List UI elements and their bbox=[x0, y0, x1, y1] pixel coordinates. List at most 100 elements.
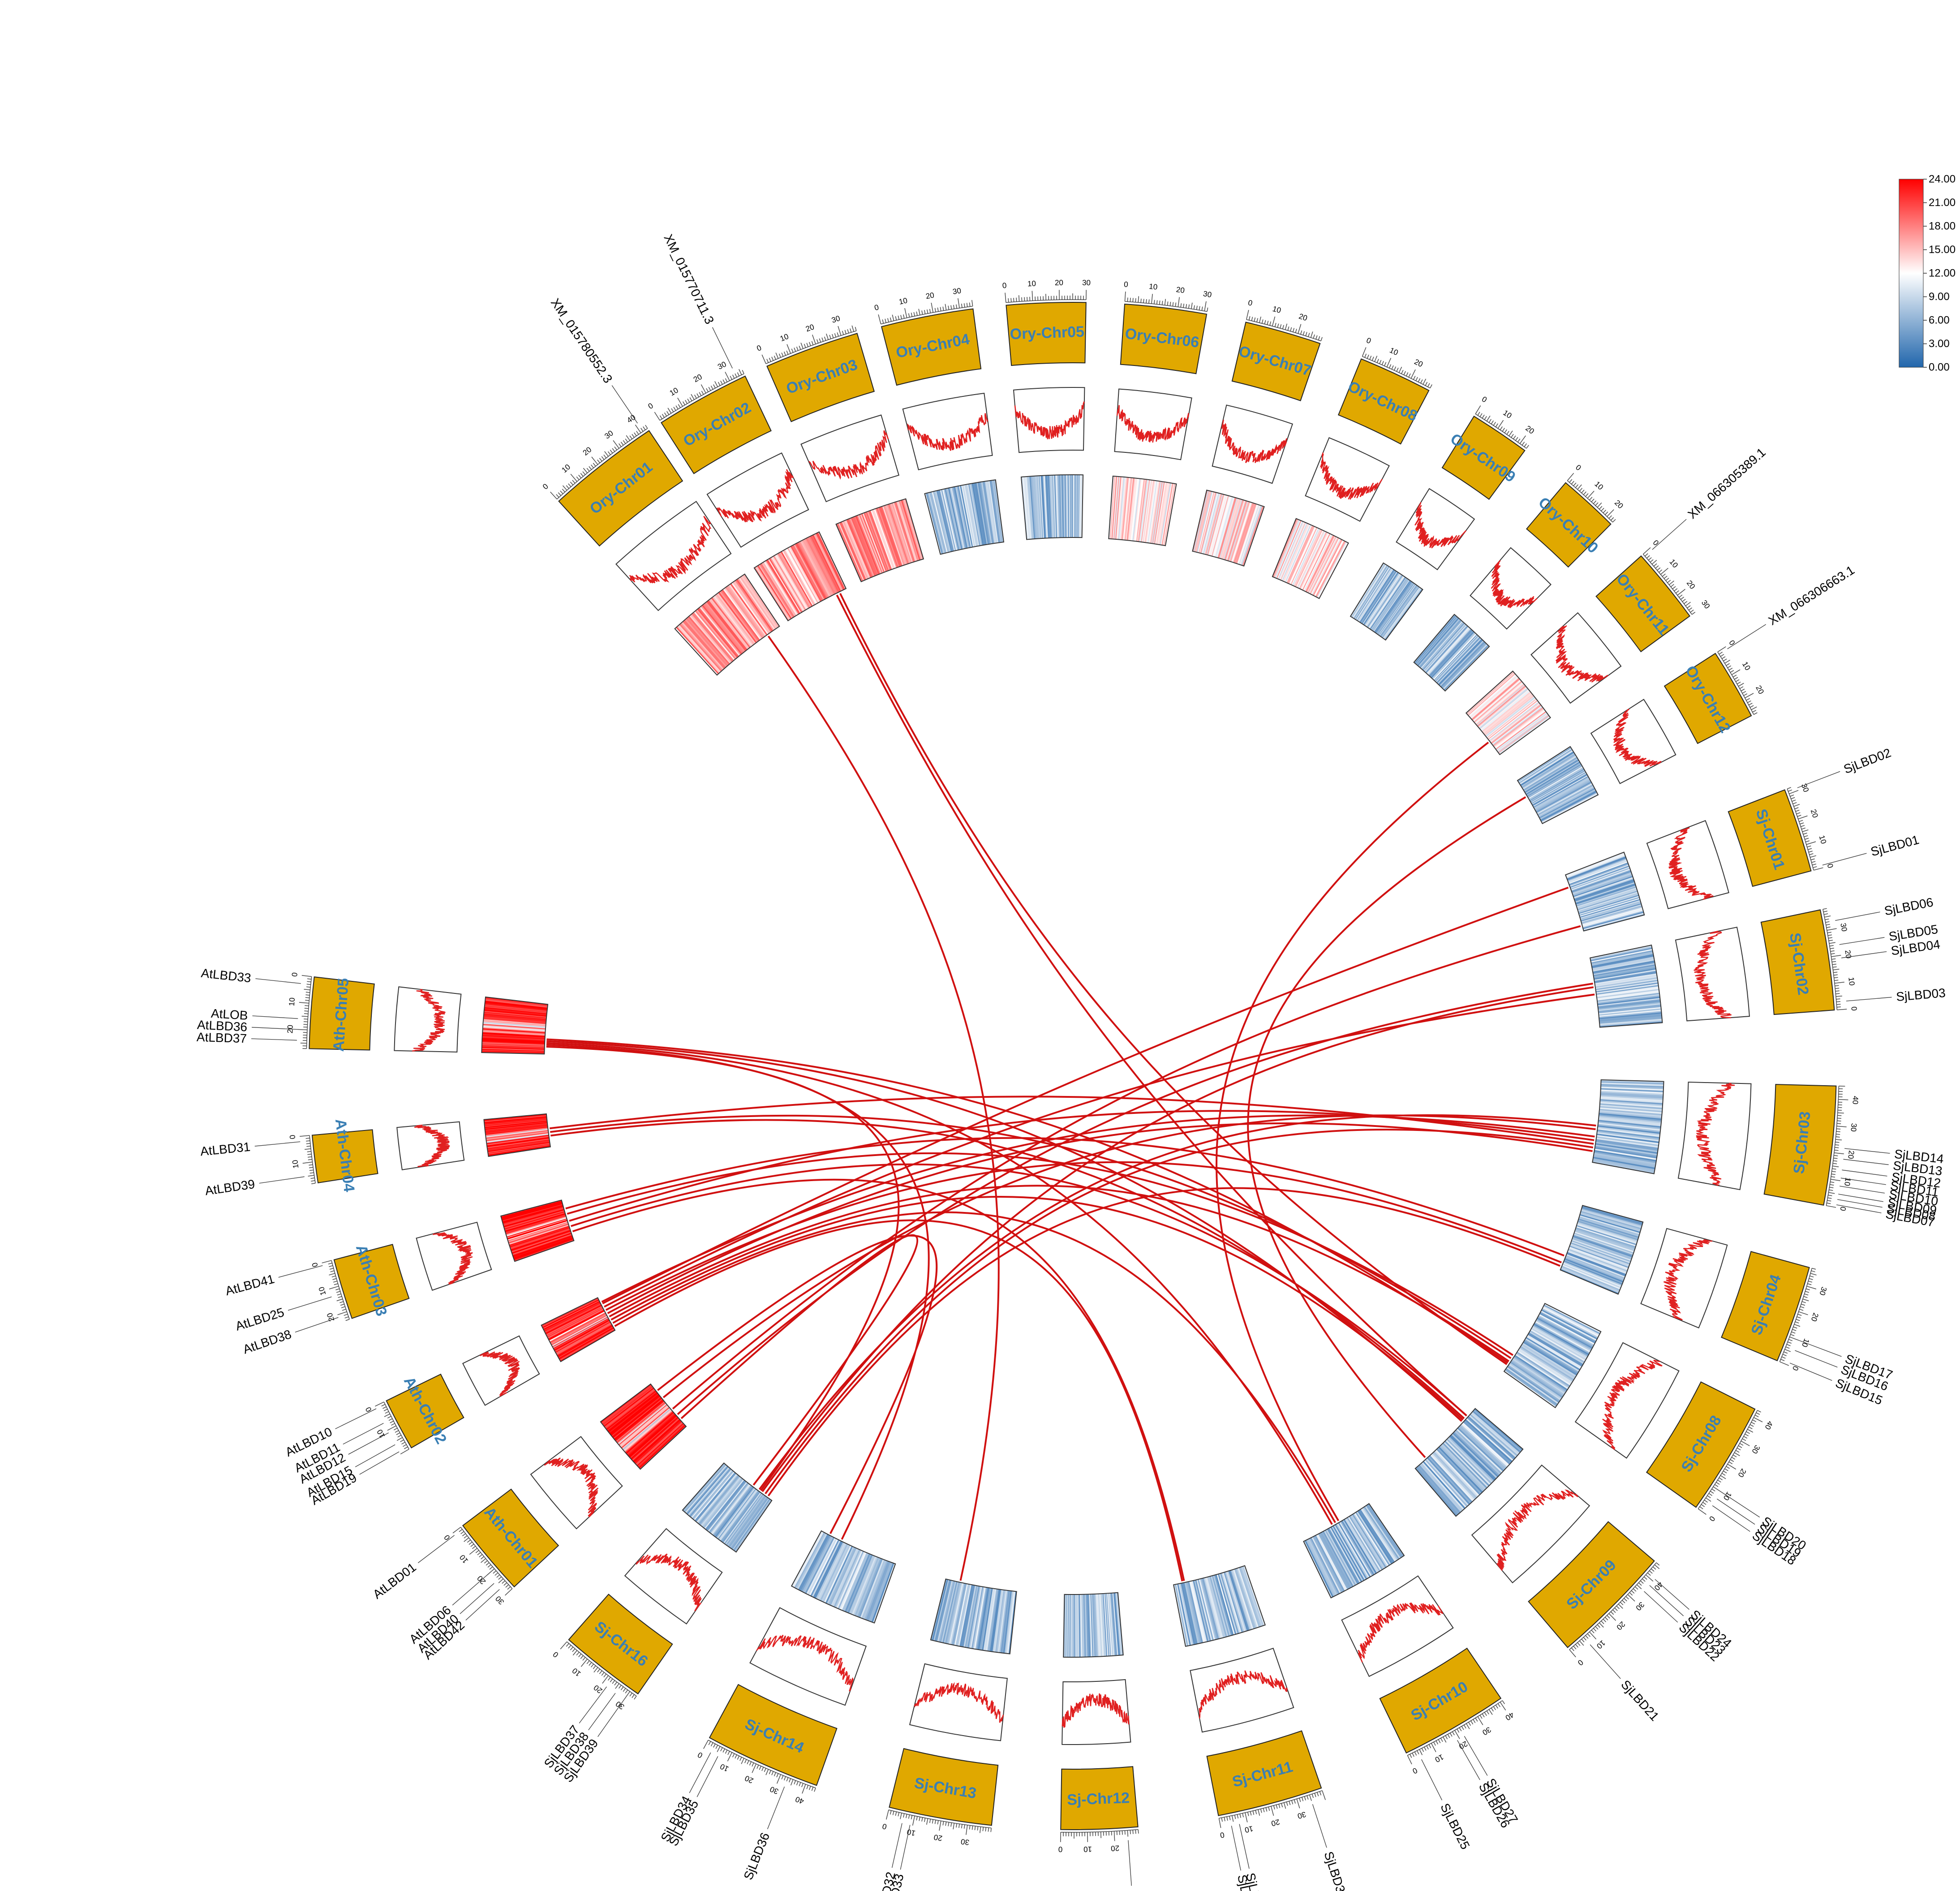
heatmap-cell bbox=[1356, 1511, 1392, 1565]
heatmap-cell bbox=[1133, 478, 1142, 542]
tick-axis bbox=[1125, 301, 1208, 312]
gene-sjlbd02: SjLBD02 bbox=[1797, 746, 1893, 788]
heatmap-cell bbox=[1056, 475, 1059, 538]
heatmap-cell bbox=[637, 1423, 684, 1467]
heatmap-cell bbox=[1427, 1456, 1471, 1504]
heatmap-cell bbox=[1600, 1098, 1663, 1104]
heatmap-cell bbox=[552, 1316, 608, 1347]
heatmap-cell bbox=[507, 1221, 568, 1241]
heatmap-cell bbox=[1234, 503, 1254, 563]
chromosome-box bbox=[1663, 653, 1752, 744]
heatmap-cell bbox=[1515, 1354, 1569, 1390]
heatmap-cell bbox=[483, 1018, 546, 1024]
heatmap-cell bbox=[556, 1322, 611, 1354]
heatmap-cell bbox=[1599, 1007, 1661, 1015]
heatmap-cell bbox=[483, 1022, 546, 1027]
heatmap-cell bbox=[1534, 1323, 1589, 1355]
heatmap-cell bbox=[801, 540, 831, 597]
heatmap-cell bbox=[797, 542, 828, 599]
heatmap-cell bbox=[1093, 1594, 1097, 1657]
heatmap-cell bbox=[1353, 564, 1387, 619]
heatmap-cell bbox=[976, 482, 988, 545]
heatmap-cell bbox=[706, 601, 747, 651]
heatmap-cell bbox=[953, 486, 967, 549]
heatmap-cell bbox=[1158, 482, 1169, 545]
heatmap-cell bbox=[1197, 491, 1213, 553]
density-track bbox=[706, 452, 809, 548]
heatmap-cell bbox=[504, 1212, 565, 1231]
heatmap-cell bbox=[1457, 1427, 1504, 1472]
heatmap-cell bbox=[484, 1010, 547, 1017]
tick-label: 20 bbox=[1413, 357, 1424, 369]
gene-sjlbd21: SjLBD21 bbox=[1590, 1644, 1662, 1723]
heatmap-cell bbox=[1560, 1268, 1619, 1294]
heatmap-cell bbox=[862, 513, 886, 572]
heatmap-cell bbox=[1232, 1569, 1252, 1630]
tick-label: 30 bbox=[1700, 598, 1712, 610]
heatmap-cell bbox=[1371, 578, 1408, 631]
chromosome-box bbox=[1526, 482, 1612, 568]
chromosome-box bbox=[311, 1129, 378, 1183]
heatmap-cell bbox=[729, 584, 767, 636]
ticks bbox=[1779, 1268, 1817, 1366]
heatmap-cell bbox=[683, 1463, 726, 1512]
heatmap-frame bbox=[1413, 614, 1490, 692]
tick-label: 20 bbox=[592, 1683, 604, 1695]
tick-label: 0 bbox=[551, 1650, 560, 1659]
heatmap-cell bbox=[1024, 477, 1031, 539]
heatmap-cell bbox=[1206, 494, 1224, 555]
tick-label: 10 bbox=[1847, 977, 1856, 986]
heatmap-cell bbox=[812, 534, 842, 592]
gene-label: AtLBD41 bbox=[224, 1272, 276, 1298]
heatmap-cell bbox=[1328, 1528, 1360, 1584]
heatmap-cell bbox=[1565, 1256, 1625, 1281]
heatmap-cell bbox=[709, 1483, 749, 1534]
heatmap-cell bbox=[1369, 576, 1405, 629]
tick-label: 0 bbox=[881, 1822, 888, 1831]
gene-label: XM_015780552.3 bbox=[548, 296, 615, 385]
synteny-link bbox=[550, 1119, 1465, 1419]
heatmap-cell bbox=[1356, 567, 1391, 621]
density-line bbox=[1491, 560, 1538, 609]
heatmap-cell bbox=[1512, 1358, 1565, 1395]
tick-axis bbox=[1826, 1086, 1840, 1206]
heatmap-cell bbox=[1358, 568, 1393, 622]
heatmap-cell bbox=[481, 1046, 545, 1049]
heatmap-cell bbox=[1577, 891, 1638, 911]
heatmap-cell bbox=[1532, 1325, 1588, 1358]
tick-label: 0 bbox=[647, 401, 655, 411]
tick-label: 10 bbox=[560, 463, 572, 475]
heatmap-cell bbox=[487, 1142, 550, 1152]
heatmap-cell bbox=[1599, 1114, 1662, 1122]
density-line bbox=[1062, 1693, 1130, 1728]
heatmap-cell bbox=[1504, 1370, 1556, 1408]
heatmap-cell bbox=[1315, 1534, 1346, 1591]
heatmap-cell bbox=[484, 1120, 547, 1128]
tick-label: 10 bbox=[1741, 660, 1752, 672]
heatmap-cell bbox=[808, 1539, 838, 1596]
gene-label: AtLBD33 bbox=[200, 966, 252, 985]
tick-label: 10 bbox=[571, 1666, 583, 1678]
heatmap-cell bbox=[833, 1549, 860, 1607]
heatmap-cell bbox=[818, 1543, 847, 1601]
heatmap-cell bbox=[989, 1589, 1000, 1652]
heatmap-cell bbox=[787, 547, 819, 603]
heatmap-cell bbox=[1537, 784, 1593, 815]
heatmap-cell bbox=[709, 599, 749, 650]
heatmap-cell bbox=[723, 1492, 761, 1544]
heatmap-cell bbox=[972, 1586, 985, 1649]
chromosome-box bbox=[1528, 1521, 1655, 1648]
heatmap-cell bbox=[485, 1126, 548, 1135]
heatmap-cell bbox=[1452, 1432, 1499, 1478]
synteny-link bbox=[546, 1040, 1462, 1422]
tick-label: 20 bbox=[1736, 1467, 1748, 1479]
heatmap-cell bbox=[1425, 626, 1468, 673]
heatmap-cell bbox=[1336, 1523, 1368, 1579]
heatmap-cell bbox=[811, 535, 840, 592]
heatmap-cell bbox=[708, 1482, 748, 1533]
heatmap-cell bbox=[1529, 767, 1584, 800]
gene-sjlbd03: SjLBD03 bbox=[1846, 986, 1946, 1004]
heatmap-cell bbox=[1064, 475, 1066, 538]
